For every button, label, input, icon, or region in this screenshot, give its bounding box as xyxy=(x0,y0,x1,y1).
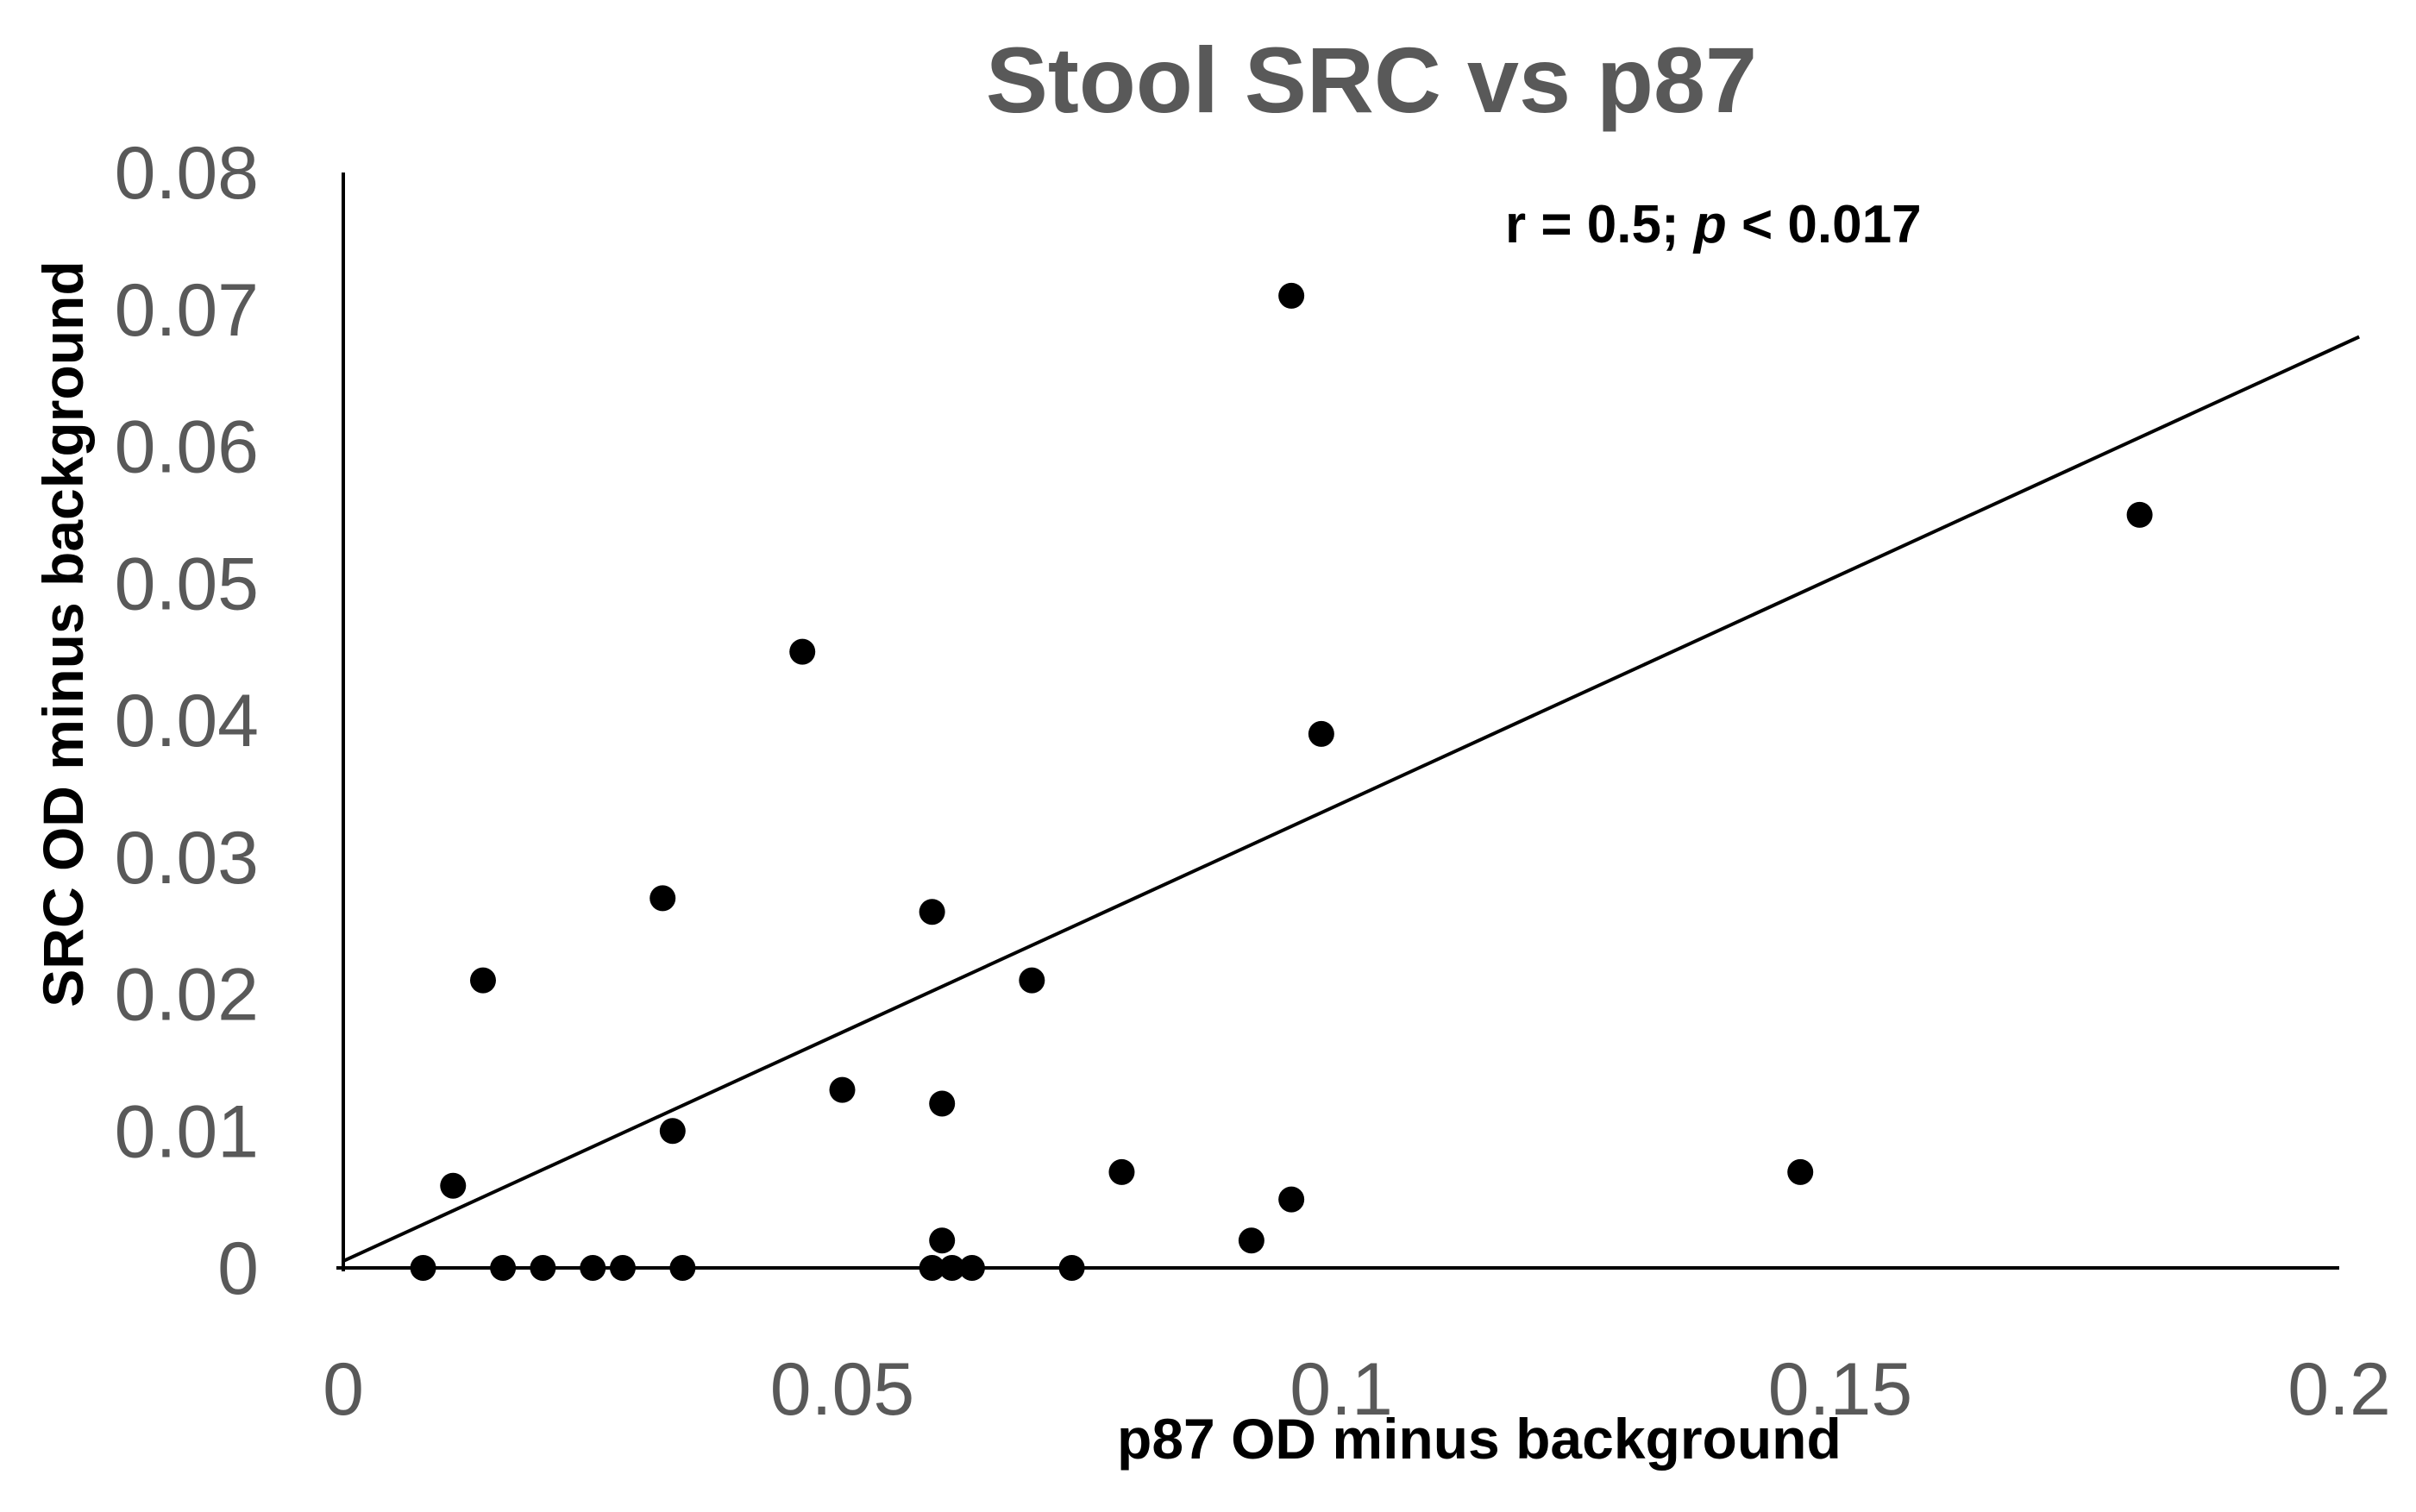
data-point xyxy=(1238,1227,1264,1254)
x-tick-label: 0 xyxy=(323,1348,364,1431)
data-point xyxy=(530,1255,556,1281)
data-point xyxy=(469,967,496,994)
y-tick-label: 0.04 xyxy=(115,680,259,762)
data-point xyxy=(929,1090,956,1117)
x-tick-labels: 0 0.05 0.1 0.15 0.2 xyxy=(323,1348,2391,1431)
chart-title: Stool SRC vs p87 xyxy=(985,28,1758,132)
y-axis-label: SRC OD minus background xyxy=(31,260,95,1007)
data-point xyxy=(929,1227,956,1254)
p-symbol: p xyxy=(1693,195,1727,254)
data-point xyxy=(659,1118,686,1145)
data-point xyxy=(410,1255,436,1281)
data-point xyxy=(958,1255,985,1281)
data-point xyxy=(669,1255,696,1281)
y-tick-label: 0.05 xyxy=(115,543,259,625)
y-tick-label: 0.07 xyxy=(115,269,259,352)
data-point xyxy=(1278,1186,1305,1213)
x-tick-label: 0.1 xyxy=(1290,1348,1393,1431)
y-tick-label: 0.08 xyxy=(115,132,259,215)
data-point xyxy=(580,1255,606,1281)
y-tick-label: 0.06 xyxy=(115,406,259,489)
x-tick-label: 0.05 xyxy=(770,1348,914,1431)
data-point xyxy=(1058,1255,1085,1281)
data-point xyxy=(919,1255,945,1281)
data-point xyxy=(829,1076,856,1103)
data-point xyxy=(919,899,945,925)
x-tick-label: 0.2 xyxy=(2287,1348,2391,1431)
y-tick-label: 0.03 xyxy=(115,817,259,900)
trendline xyxy=(342,335,2360,1263)
data-point xyxy=(1108,1158,1135,1185)
data-point xyxy=(1019,967,1045,994)
y-tick-label: 0 xyxy=(217,1227,259,1310)
data-point xyxy=(1278,282,1305,309)
y-tick-label: 0.02 xyxy=(115,954,259,1037)
r-value-text: r = 0.5; xyxy=(1505,195,1694,254)
data-point xyxy=(1787,1158,1814,1185)
data-point xyxy=(490,1255,517,1281)
stat-annotation: r = 0.5; p < 0.017 xyxy=(1505,194,1922,255)
y-tick-label: 0.01 xyxy=(115,1090,259,1173)
y-tick-labels: 0 0.01 0.02 0.03 0.04 0.05 0.06 0.07 0.08 xyxy=(115,132,259,1310)
data-point xyxy=(1308,720,1334,747)
data-point xyxy=(609,1255,636,1281)
data-point xyxy=(2126,501,2153,528)
data-points xyxy=(410,282,2153,1281)
x-axis-label: p87 OD minus background xyxy=(1117,1407,1842,1471)
data-point xyxy=(789,638,816,665)
data-point xyxy=(649,885,676,912)
data-point xyxy=(938,1255,965,1281)
data-point xyxy=(440,1172,467,1199)
x-tick-label: 0.15 xyxy=(1768,1348,1912,1431)
p-value-text: < 0.017 xyxy=(1726,195,1922,254)
